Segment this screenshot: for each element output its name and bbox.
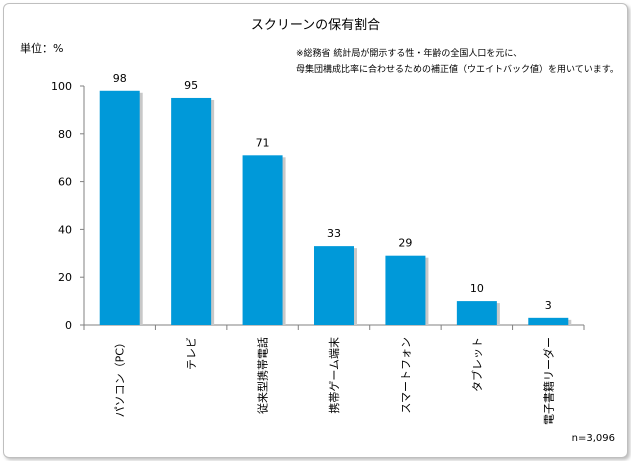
data-label: 29 xyxy=(398,237,412,250)
sample-size-label: n=3,096 xyxy=(571,433,615,444)
bar-4 xyxy=(314,246,354,325)
x-tick-label: スマートフォン xyxy=(399,337,412,414)
bar-7 xyxy=(528,317,569,325)
bar-1 xyxy=(99,90,140,325)
x-tick-label: テレビ xyxy=(185,337,198,370)
y-tick-label: 100 xyxy=(51,80,72,93)
x-tick-label: パソコン（PC） xyxy=(114,337,127,417)
y-axis-unit-label: 単位：% xyxy=(20,42,64,55)
data-label: 98 xyxy=(113,72,127,85)
bar-2 xyxy=(171,97,212,325)
x-tick-label: 電子書籍リーダー xyxy=(541,337,555,425)
data-label: 3 xyxy=(545,299,552,312)
chart-note-line-2: 母集団構成比率に合わせるための補正値（ウエイトバック値）を用いています。 xyxy=(296,65,619,75)
bar-6 xyxy=(456,301,497,325)
y-tick-label: 40 xyxy=(58,223,72,236)
chart-note: ※総務省 統計局が開示する性・年齢の全国人口を元に、 母集団構成比率に合わせるた… xyxy=(296,46,619,78)
data-label: 71 xyxy=(256,136,270,149)
y-tick-label: 0 xyxy=(65,319,72,332)
x-tick-label: 携帯ゲーム端末 xyxy=(327,337,341,414)
y-tick-label: 20 xyxy=(58,271,72,284)
x-tick-label: 従来型携帯電話 xyxy=(256,337,270,414)
data-label: 95 xyxy=(184,79,198,92)
data-label: 33 xyxy=(327,227,341,240)
y-tick-label: 80 xyxy=(58,128,72,141)
data-label: 10 xyxy=(470,282,484,295)
chart-title: スクリーンの保有割合 xyxy=(250,18,381,33)
x-tick-label: タブレット xyxy=(470,337,484,392)
bar-5 xyxy=(385,255,426,325)
bar-3 xyxy=(242,155,283,325)
chart-note-line-1: ※総務省 統計局が開示する性・年齢の全国人口を元に、 xyxy=(296,49,523,59)
y-tick-label: 60 xyxy=(58,176,72,189)
